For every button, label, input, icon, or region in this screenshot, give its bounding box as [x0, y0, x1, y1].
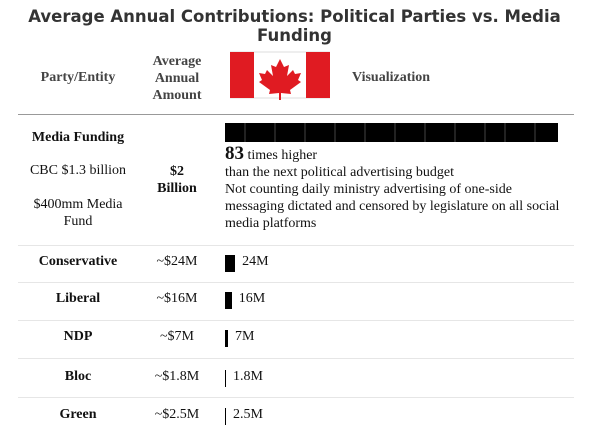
bar [225, 255, 236, 272]
title: Average Annual Contributions: Political … [28, 7, 561, 45]
row-name: NDP [63, 329, 93, 344]
bar [225, 408, 227, 425]
bar [225, 292, 232, 309]
row-amount: ~$16M [156, 291, 198, 306]
row-divider [18, 282, 574, 283]
row-divider [18, 358, 574, 359]
row-name: Conservative [38, 254, 118, 269]
row-name: Green [59, 407, 97, 422]
row-amount: ~$24M [156, 254, 198, 269]
canada-flag [230, 51, 330, 100]
bar [225, 370, 226, 387]
header-rule [18, 114, 574, 115]
bar-label: 1.8M [233, 369, 263, 384]
bar-label: 7M [234, 329, 255, 344]
comparison: than the next political advertising budg… [225, 165, 454, 180]
row-divider [18, 245, 574, 246]
media-line1: CBC $1.3 billion [29, 163, 127, 178]
row-divider [18, 320, 574, 321]
note: Not counting daily ministry advertising … [225, 182, 560, 231]
bar-label: 2.5M [233, 407, 263, 422]
row-divider [18, 397, 574, 398]
multiplier: 83 [225, 143, 244, 164]
media-bar [225, 123, 558, 142]
row-amount: ~$7M [159, 329, 195, 344]
bar-label: 16M [238, 291, 266, 306]
row-amount: ~$1.8M [154, 369, 200, 384]
media-description: 83 times higher than the next political … [225, 143, 565, 232]
header-visualization: Visualization [352, 70, 431, 85]
row-name: Liberal [55, 291, 101, 306]
media-amount: $2 Billion [157, 164, 197, 196]
multiplier-text: times higher [247, 148, 318, 163]
bar-label: 24M [242, 254, 269, 269]
bar [225, 330, 228, 347]
media-line2: $400mm Media Fund [33, 197, 123, 229]
row-name: Bloc [64, 369, 92, 384]
media-name: Media Funding [31, 130, 125, 145]
row-amount: ~$2.5M [154, 407, 200, 422]
header-entity: Party/Entity [40, 70, 116, 85]
header-amount: Average Annual Amount [152, 54, 202, 103]
